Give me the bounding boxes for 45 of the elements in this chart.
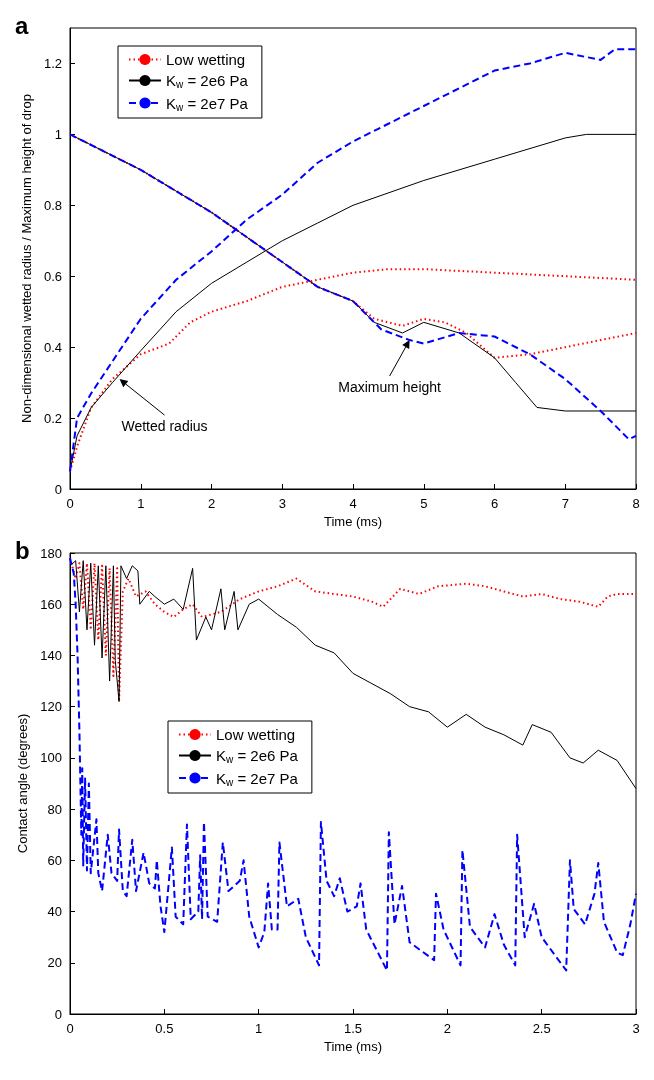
y-tick-label: 140 — [40, 647, 62, 663]
y-tick-label: 80 — [47, 801, 62, 817]
y-tick-label: 120 — [40, 699, 62, 715]
x-axis-title: Time (ms) — [323, 513, 383, 529]
x-axis-title: Time (ms) — [323, 1038, 383, 1054]
x-tick-label: 5 — [420, 496, 428, 511]
y-tick-label: 100 — [40, 750, 62, 766]
x-tick-label: 3 — [278, 496, 286, 511]
y-axis-title: Contact angle (degrees) — [15, 713, 31, 854]
y-tick-label: 0.2 — [43, 410, 62, 426]
x-tick-label: 1.5 — [343, 1021, 363, 1036]
y-tick-label: 0 — [54, 1006, 62, 1022]
x-tick-label: 2 — [443, 1021, 451, 1036]
y-axis-title: Non-dimensional wetted radius / Maximum height of drop — [19, 94, 35, 423]
annotation: Wetted radius — [121, 418, 208, 435]
legend-label: Low wetting — [166, 51, 246, 68]
x-tick-label: 0 — [66, 496, 74, 511]
chart-title: a — [15, 11, 29, 39]
line-series — [69, 557, 637, 972]
legend-label: Low wetting — [216, 726, 296, 743]
y-tick-label: 20 — [47, 955, 62, 971]
y-tick-label: 60 — [47, 852, 62, 868]
y-tick-label: 160 — [40, 596, 62, 612]
x-tick-label: 8 — [632, 496, 640, 511]
annotation: Maximum height — [338, 379, 442, 396]
x-tick-label: 4 — [349, 496, 357, 511]
y-tick-label: 0.6 — [43, 268, 62, 284]
y-tick-label: 1.2 — [43, 55, 62, 71]
line-series — [69, 48, 637, 473]
x-tick-label: 0.5 — [155, 1021, 174, 1036]
chart-title: b — [15, 536, 30, 564]
x-tick-label: 2.5 — [532, 1021, 551, 1036]
x-tick-label: 0 — [66, 1021, 74, 1036]
x-tick-label: 7 — [561, 496, 569, 511]
y-tick-label: 1 — [54, 126, 62, 142]
y-tick-label: 0.4 — [43, 339, 62, 355]
x-tick-label: 1 — [255, 1021, 263, 1036]
x-tick-label: 6 — [490, 496, 499, 511]
y-tick-label: 0.8 — [43, 197, 62, 213]
y-tick-label: 180 — [40, 545, 62, 561]
x-tick-label: 3 — [632, 1021, 640, 1036]
x-tick-label: 2 — [207, 496, 216, 511]
x-tick-label: 1 — [137, 496, 145, 511]
y-tick-label: 0 — [54, 481, 62, 497]
y-tick-label: 40 — [47, 904, 62, 920]
